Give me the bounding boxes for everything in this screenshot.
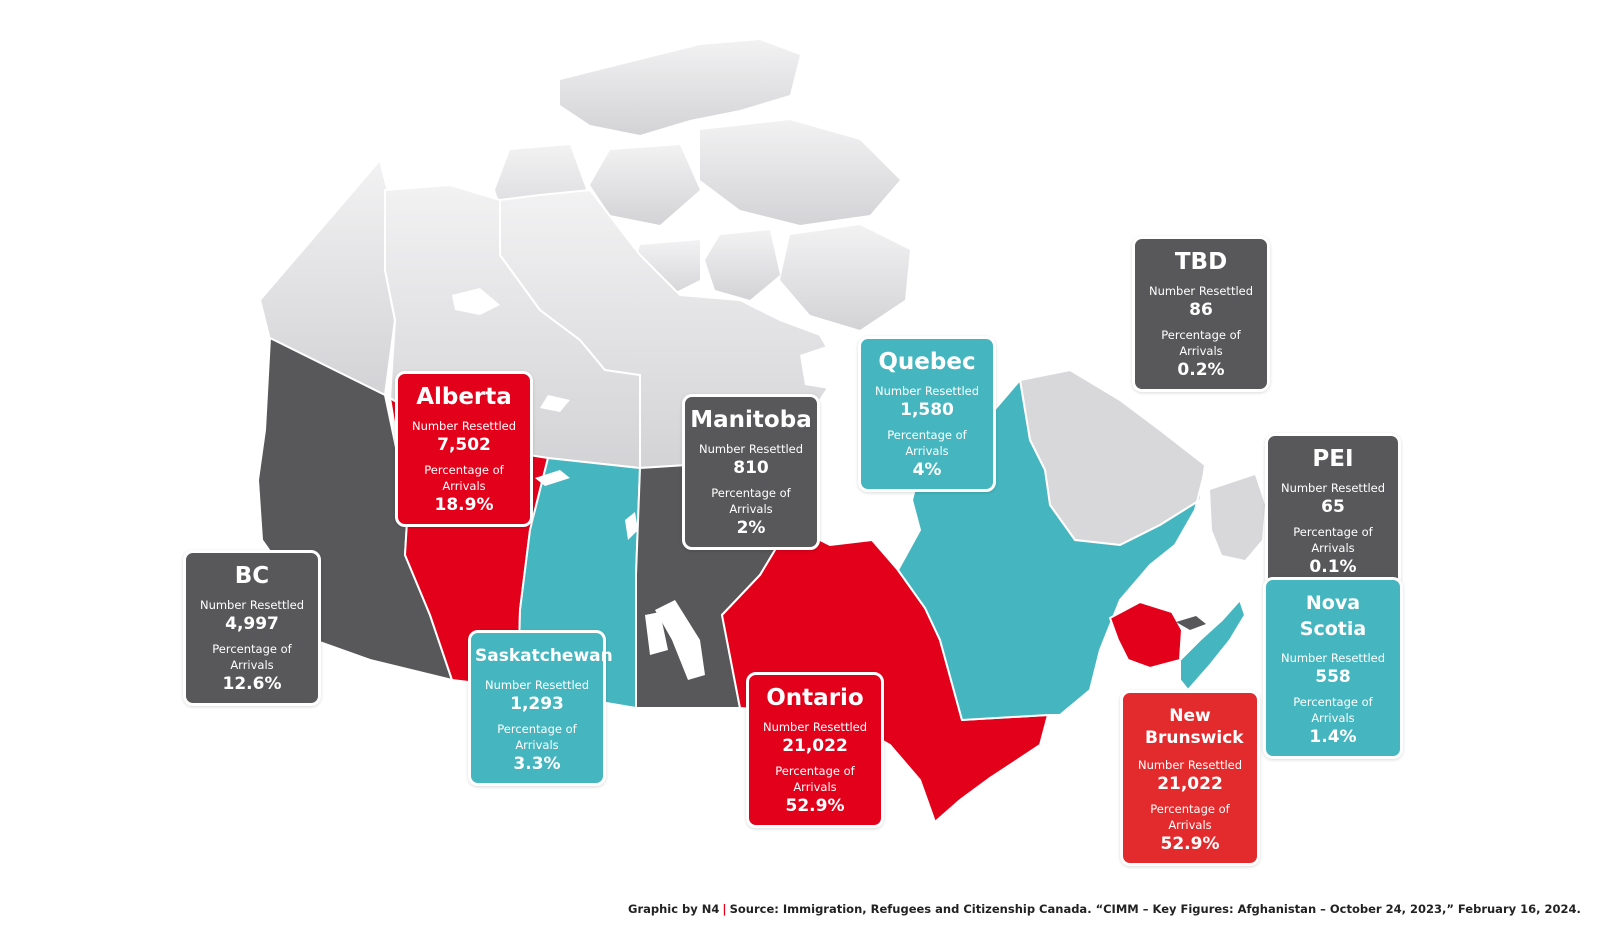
percentage-label: Percentage of Arrivals: [424, 463, 504, 493]
number-resettled-value: 86: [1189, 300, 1213, 320]
percentage-value: 52.9%: [785, 796, 845, 816]
percentage-label: Percentage of Arrivals: [1150, 802, 1230, 832]
number-resettled-value: 7,502: [437, 435, 491, 455]
percentage-label: Percentage of Arrivals: [1293, 695, 1373, 725]
new-brunswick-region: [1108, 600, 1184, 670]
province-card-tbd: TBD Number Resettled 86 Percentage of Ar…: [1132, 236, 1270, 392]
province-card-quebec: Quebec Number Resettled 1,580 Percentage…: [858, 336, 996, 492]
footer-separator: |: [722, 902, 727, 916]
percentage-value: 12.6%: [222, 674, 282, 694]
number-resettled-label: Number Resettled: [1148, 284, 1254, 298]
number-resettled-label: Number Resettled: [484, 678, 590, 692]
number-resettled-label: Number Resettled: [1280, 481, 1386, 495]
province-name: Quebec: [878, 349, 976, 375]
number-resettled-value: 4,997: [225, 614, 279, 634]
province-name: New Brunswick: [1145, 706, 1244, 748]
province-card-alberta: Alberta Number Resettled 7,502 Percentag…: [395, 371, 533, 527]
province-name: Manitoba: [690, 407, 812, 433]
province-card-saskatchewan: Saskatchewan Number Resettled 1,293 Perc…: [468, 630, 613, 786]
source-footer: Graphic by N4 | Source: Immigration, Refug…: [628, 902, 1581, 916]
percentage-value: 0.1%: [1309, 557, 1357, 577]
number-resettled-label: Number Resettled: [411, 419, 517, 433]
number-resettled-label: Number Resettled: [199, 598, 305, 612]
province-name: Nova Scotia: [1299, 592, 1367, 640]
percentage-value: 4%: [912, 460, 942, 480]
graphic-credit: Graphic by N4: [628, 902, 720, 916]
percentage-label: Percentage of Arrivals: [1161, 328, 1241, 358]
number-resettled-value: 65: [1321, 497, 1345, 517]
number-resettled-value: 810: [733, 458, 769, 478]
province-name: BC: [234, 563, 270, 589]
pei-region: [1176, 616, 1206, 630]
number-resettled-value: 1,580: [900, 400, 954, 420]
province-card-pei: PEI Number Resettled 65 Percentage of Ar…: [1265, 433, 1401, 589]
province-name: TBD: [1174, 249, 1228, 275]
number-resettled-value: 21,022: [782, 736, 848, 756]
province-name: PEI: [1312, 446, 1354, 472]
province-card-nova-scotia: Nova Scotia Number Resettled 558 Percent…: [1263, 577, 1403, 759]
percentage-value: 52.9%: [1160, 834, 1220, 854]
source-citation: Source: Immigration, Refugees and Citize…: [729, 902, 1581, 916]
newfoundland-region: [1210, 475, 1265, 560]
percentage-value: 18.9%: [434, 495, 494, 515]
province-card-bc: BC Number Resettled 4,997 Percentage of …: [183, 550, 321, 706]
province-card-manitoba: Manitoba Number Resettled 810 Percentage…: [682, 394, 820, 550]
nova-scotia-region: [1179, 598, 1247, 692]
province-card-ontario: Ontario Number Resettled 21,022 Percenta…: [746, 672, 884, 828]
percentage-label: Percentage of Arrivals: [887, 428, 967, 458]
percentage-value: 1.4%: [1309, 727, 1357, 747]
number-resettled-value: 21,022: [1157, 774, 1223, 794]
number-resettled-label: Number Resettled: [1280, 651, 1386, 665]
province-name: Saskatchewan: [475, 646, 613, 666]
percentage-label: Percentage of Arrivals: [212, 642, 292, 672]
number-resettled-label: Number Resettled: [874, 384, 980, 398]
percentage-value: 3.3%: [513, 754, 561, 774]
number-resettled-label: Number Resettled: [1137, 758, 1243, 772]
number-resettled-value: 1,293: [510, 694, 564, 714]
percentage-value: 2%: [736, 518, 766, 538]
percentage-value: 0.2%: [1177, 360, 1225, 380]
number-resettled-label: Number Resettled: [762, 720, 868, 734]
number-resettled-label: Number Resettled: [698, 442, 804, 456]
province-card-new-brunswick: New Brunswick Number Resettled 21,022 Pe…: [1120, 690, 1260, 866]
number-resettled-value: 558: [1315, 667, 1351, 687]
province-name: Alberta: [416, 384, 512, 410]
percentage-label: Percentage of Arrivals: [775, 764, 855, 794]
percentage-label: Percentage of Arrivals: [497, 722, 577, 752]
percentage-label: Percentage of Arrivals: [711, 486, 791, 516]
province-name: Ontario: [766, 685, 864, 711]
percentage-label: Percentage of Arrivals: [1293, 525, 1373, 555]
lakes: [452, 288, 850, 680]
